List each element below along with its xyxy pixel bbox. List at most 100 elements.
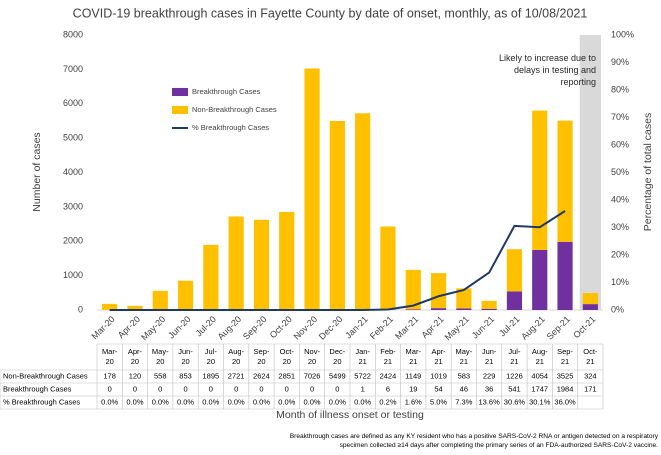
line (109, 210, 566, 311)
bar (102, 303, 118, 310)
table-cell: 7.3% (455, 397, 472, 406)
y2-tick-label: 60% (611, 139, 629, 149)
table-cell: 5499 (329, 371, 346, 380)
table-cell: 1149 (405, 371, 421, 380)
x-tick-label: May-21 (443, 314, 471, 342)
legend-swatch (172, 88, 188, 96)
table-cell: 46 (460, 384, 468, 393)
bar (582, 304, 598, 310)
x-tick-label: Aug-20 (216, 314, 244, 342)
bar (582, 292, 598, 305)
table-header: Jul-21 (508, 347, 521, 366)
table-cell: 1.6% (405, 397, 422, 406)
bar (127, 305, 143, 310)
table-cell: 7026 (304, 371, 321, 380)
table-cell: 324 (584, 371, 597, 380)
table-header: Jul-20 (205, 347, 218, 366)
table-cell: 0 (158, 384, 162, 393)
x-tick-label: Dec-20 (317, 314, 345, 342)
table-header: Mar-21 (406, 347, 422, 366)
table-cell: 30.1% (529, 397, 551, 406)
bar (557, 120, 573, 242)
table-cell: 19 (409, 384, 417, 393)
table-cell: 583 (458, 371, 471, 380)
table-cell: 0 (183, 384, 187, 393)
y2-tick-label: 10% (611, 277, 629, 287)
table-cell: 120 (129, 371, 142, 380)
x-tick-label: Apr-20 (116, 314, 142, 340)
table-header: Sep-20 (254, 347, 270, 366)
table-header: Oct-21 (583, 347, 598, 366)
y2-tick-label: 30% (611, 222, 629, 232)
bar (329, 120, 345, 310)
table-cell: 0 (310, 384, 314, 393)
bar (279, 211, 295, 310)
table-cell: 0.0% (228, 397, 245, 406)
x-tick-label: Jun-21 (470, 314, 497, 341)
table-cell: 6 (386, 384, 390, 393)
table-cell: 0.0% (278, 397, 295, 406)
table-cell: 1984 (557, 384, 574, 393)
table-cell: 3525 (557, 371, 574, 380)
y-tick-label: 4000 (63, 167, 83, 177)
footnote: Breakthrough cases are defined as any KY… (289, 433, 658, 449)
y-tick-label: 1000 (63, 270, 83, 280)
bar (557, 241, 573, 310)
bar (481, 300, 497, 309)
table-cell: 4054 (531, 371, 548, 380)
x-tick-label: Mar-20 (90, 314, 117, 341)
footnote-box: Breakthrough cases are defined as any KY… (289, 433, 658, 449)
x-tick-label: Sep-21 (545, 314, 573, 342)
table-cell: 0.0% (329, 397, 346, 406)
table-header: Sep-21 (557, 347, 573, 366)
bar (430, 273, 447, 309)
table-cell: 0 (108, 384, 112, 393)
y2-tick-label: 80% (611, 84, 629, 94)
table-row-label: Non-Breakthrough Cases (3, 371, 88, 380)
table-header: Apr-21 (431, 347, 446, 366)
bar (228, 216, 244, 310)
legend-label: % Breakthrough Cases (192, 123, 269, 132)
table-cell: 0.0% (303, 397, 320, 406)
table-cell: 0.0% (202, 397, 219, 406)
y2-tick-label: 100% (611, 29, 634, 39)
table-cell: 0.0% (101, 397, 118, 406)
table-cell: 2851 (278, 371, 295, 380)
y2-tick-label: 20% (611, 249, 629, 259)
chart-title: COVID-19 breakthrough cases in Fayette C… (73, 6, 588, 20)
table-cell: 0 (209, 384, 213, 393)
table-cell: 54 (434, 384, 442, 393)
x-tick-label: Nov-20 (292, 314, 320, 342)
table-cell: 171 (584, 384, 597, 393)
y2-tick-label: 0% (611, 304, 624, 314)
table-cell: 0.0% (126, 397, 143, 406)
legend-label: Non-Breakthrough Cases (192, 105, 277, 114)
bar (380, 226, 396, 310)
bar (481, 308, 497, 310)
table-cell: 0 (335, 384, 339, 393)
y-tick-label: 7000 (63, 64, 83, 74)
y2-tick-label: 90% (611, 57, 629, 67)
bar (456, 308, 472, 310)
table-header: May-20 (152, 347, 169, 366)
table-header: Feb-21 (380, 347, 396, 366)
table-cell: 0 (234, 384, 238, 393)
x-tick-label: Oct-21 (571, 314, 597, 340)
table-cell: 0 (133, 384, 137, 393)
table-header: Oct-20 (280, 347, 295, 366)
bar (405, 269, 421, 310)
legend-swatch (172, 106, 188, 114)
table-cell: 0 (285, 384, 289, 393)
table-cell: 5722 (354, 371, 371, 380)
x-tick-label: May-20 (139, 314, 167, 342)
table-cell: 0.0% (253, 397, 270, 406)
y-tick-label: 0 (78, 304, 83, 314)
table-cell: 1895 (203, 371, 220, 380)
table-cell: 1 (361, 384, 365, 393)
table-header: Jun-20 (178, 347, 193, 366)
y2-tick-label: 50% (611, 167, 629, 177)
x-axis-label: Month of illness onset or testing (276, 409, 424, 421)
bar (506, 249, 523, 292)
table-header: Aug-20 (228, 347, 244, 366)
